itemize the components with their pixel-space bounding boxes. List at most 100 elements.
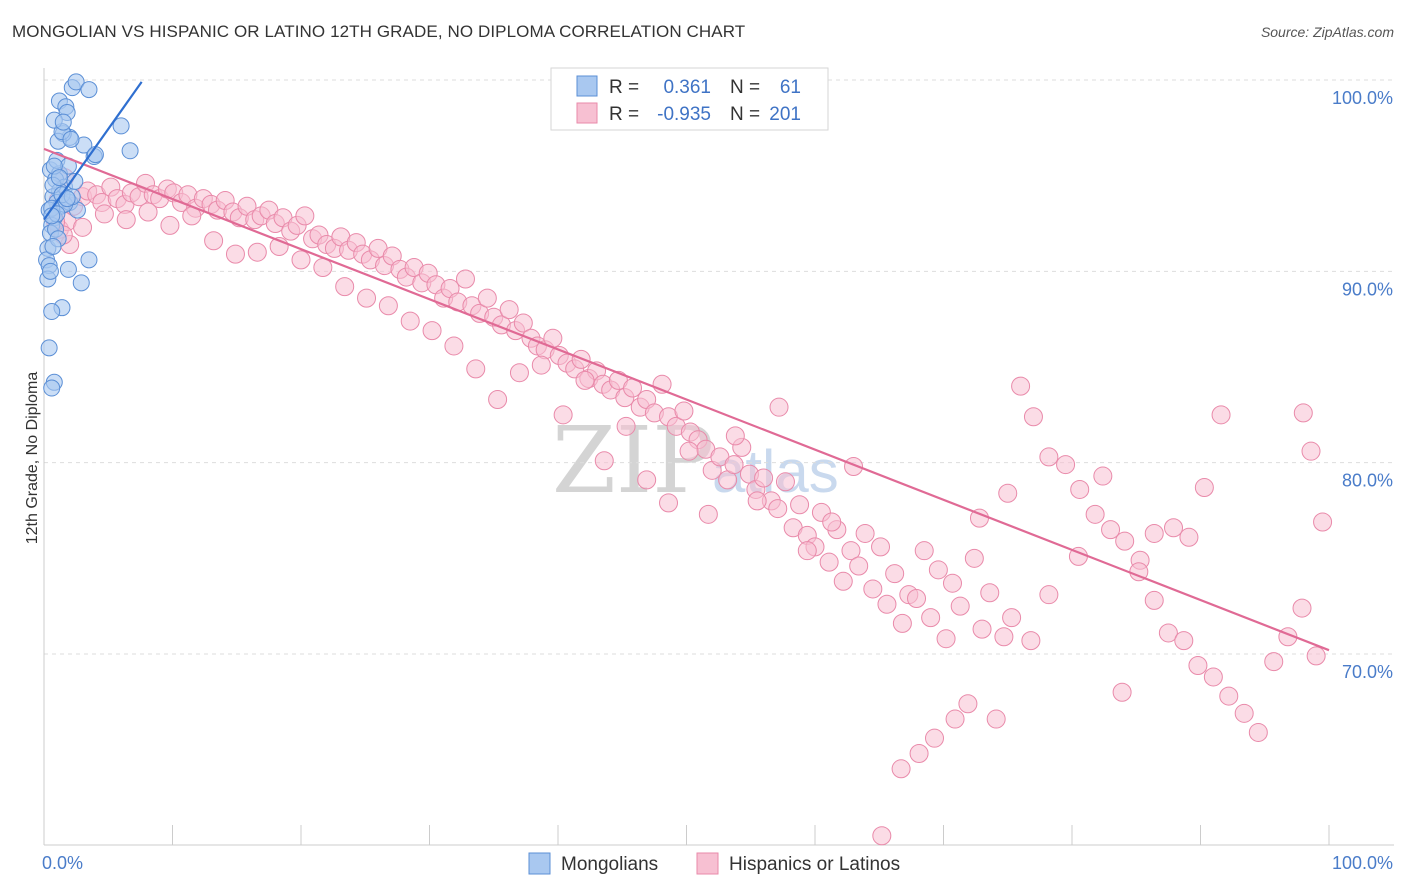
x-tick-label-min: 0.0% xyxy=(42,853,83,873)
hispanic-point-64 xyxy=(513,313,533,333)
mongolian-point-14 xyxy=(121,142,139,160)
legend-n-value-hispanic: 201 xyxy=(769,104,801,125)
hispanic-point-97 xyxy=(754,468,774,488)
hispanic-point-130 xyxy=(994,627,1014,647)
bottom-legend-label-mongolian: Mongolians xyxy=(561,854,658,875)
hispanic-point-144 xyxy=(1188,655,1208,675)
hispanic-point-158 xyxy=(1179,527,1199,547)
hispanic-point-114 xyxy=(877,594,897,614)
hispanic-point-120 xyxy=(921,608,941,628)
mongolian-point-58 xyxy=(58,190,76,208)
hispanic-point-190 xyxy=(488,390,508,410)
hispanic-point-203 xyxy=(204,231,224,251)
hispanic-point-116 xyxy=(892,613,912,633)
hispanic-point-108 xyxy=(833,571,853,591)
mongolian-point-6 xyxy=(112,117,130,135)
legend-swatch-mongolian xyxy=(576,75,598,97)
hispanic-point-123 xyxy=(942,573,962,593)
mongolian-point-35 xyxy=(72,274,90,292)
hispanic-point-151 xyxy=(1292,598,1312,618)
hispanic-point-127 xyxy=(972,619,992,639)
hispanic-point-181 xyxy=(679,441,699,461)
hispanic-point-184 xyxy=(616,416,636,436)
y-axis-title: 12th Grade, No Diploma xyxy=(24,372,41,545)
hispanic-point-148 xyxy=(1248,722,1268,742)
hispanic-point-205 xyxy=(160,215,180,235)
mongolian-point-38 xyxy=(43,303,61,321)
bottom-legend-swatch-hispanic xyxy=(696,852,719,875)
hispanic-point-178 xyxy=(747,491,767,511)
hispanic-point-191 xyxy=(466,359,486,379)
legend-r-value-hispanic: -0.935 xyxy=(657,104,711,125)
hispanic-point-193 xyxy=(422,321,442,341)
hispanic-point-169 xyxy=(945,709,965,729)
hispanic-point-153 xyxy=(1313,512,1333,532)
mongolian-point-1 xyxy=(67,73,85,91)
hispanic-point-202 xyxy=(225,244,245,264)
hispanic-point-163 xyxy=(1093,466,1113,486)
hispanic-point-207 xyxy=(116,210,136,230)
hispanic-point-179 xyxy=(725,426,745,446)
mongolian-point-33 xyxy=(80,251,98,269)
hispanic-point-121 xyxy=(928,560,948,580)
hispanic-point-166 xyxy=(1021,631,1041,651)
mongolian-point-34 xyxy=(59,260,77,278)
y-tick-label-2: 80.0% xyxy=(1342,471,1393,491)
hispanic-point-111 xyxy=(855,523,875,543)
bottom-legend-label-hispanic: Hispanics or Latinos xyxy=(729,854,900,875)
hispanic-point-149 xyxy=(1264,652,1284,672)
hispanic-point-93 xyxy=(724,455,744,475)
hispanic-point-132 xyxy=(1011,376,1031,396)
bottom-legend-swatch-mongolian xyxy=(528,852,551,875)
axis-ticks xyxy=(43,825,1330,845)
mongolian-point-39 xyxy=(40,339,58,357)
hispanic-point-34 xyxy=(295,206,315,226)
trend-lines xyxy=(43,81,1330,652)
hispanic-point-199 xyxy=(291,250,311,270)
hispanic-point-139 xyxy=(1115,531,1135,551)
source-label: Source: ZipAtlas.com xyxy=(1260,24,1394,40)
y-tick-label-0: 100.0% xyxy=(1332,88,1393,108)
hispanic-point-155 xyxy=(1293,403,1313,423)
hispanic-point-129 xyxy=(986,709,1006,729)
mongolian-point-53 xyxy=(62,130,80,148)
hispanic-point-209 xyxy=(73,217,93,237)
hispanic-point-167 xyxy=(998,483,1018,503)
hispanic-point-146 xyxy=(1219,686,1239,706)
hispanic-point-141 xyxy=(1144,590,1164,610)
hispanic-point-173 xyxy=(872,826,892,846)
hispanic-point-194 xyxy=(400,311,420,331)
hispanic-point-152 xyxy=(1306,646,1326,666)
hispanic-point-189 xyxy=(509,363,529,383)
hispanic-point-143 xyxy=(1174,631,1194,651)
hispanic-point-109 xyxy=(841,541,861,561)
hispanic-point-197 xyxy=(335,277,355,297)
hispanic-point-183 xyxy=(637,470,657,490)
hispanic-trend-line xyxy=(43,147,1330,652)
hispanic-points xyxy=(46,168,1333,846)
hispanic-point-119 xyxy=(914,541,934,561)
hispanic-point-177 xyxy=(769,397,789,417)
hispanic-point-131 xyxy=(1002,608,1022,628)
hispanic-point-125 xyxy=(958,694,978,714)
hispanic-point-110 xyxy=(849,556,869,576)
hispanic-point-185 xyxy=(594,451,614,471)
mongolian-point-52 xyxy=(54,113,72,131)
legend-n-label-hispanic: N = xyxy=(730,104,760,125)
hispanic-point-128 xyxy=(980,583,1000,603)
hispanic-point-135 xyxy=(1056,455,1076,475)
hispanic-point-133 xyxy=(1023,407,1043,427)
hispanic-point-100 xyxy=(775,472,795,492)
hispanic-point-201 xyxy=(247,242,267,262)
hispanic-point-112 xyxy=(863,579,883,599)
hispanic-point-59 xyxy=(477,288,497,308)
hispanic-point-124 xyxy=(950,596,970,616)
x-tick-label-max: 100.0% xyxy=(1332,853,1393,873)
hispanic-point-196 xyxy=(357,288,377,308)
hispanic-point-136 xyxy=(1070,479,1090,499)
legend-swatch-hispanic xyxy=(576,102,598,124)
mongolian-point-2 xyxy=(80,81,98,99)
mongolian-point-54 xyxy=(41,262,59,280)
hispanic-point-188 xyxy=(531,355,551,375)
